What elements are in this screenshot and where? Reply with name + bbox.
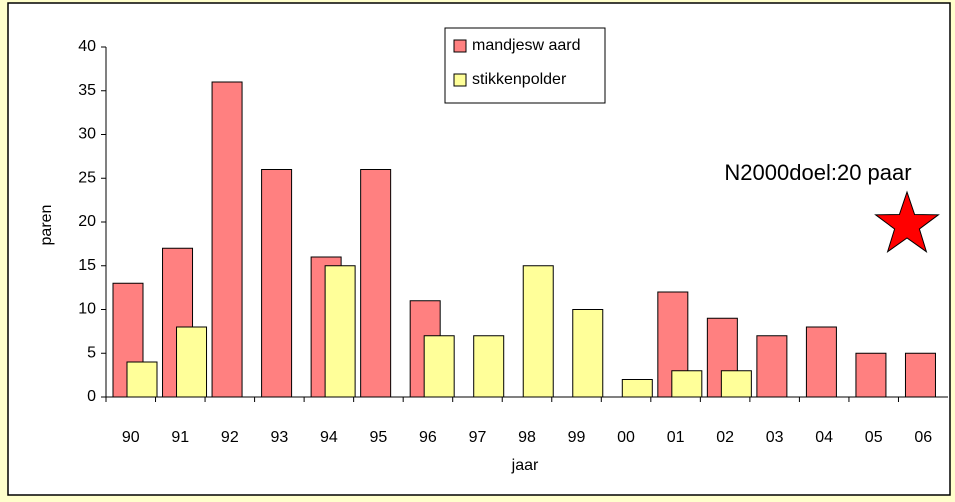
legend-swatch — [453, 73, 467, 87]
bar — [473, 335, 505, 398]
x-tick-label: 05 — [865, 429, 883, 446]
bar — [805, 326, 837, 398]
legend-box — [444, 27, 606, 104]
bar — [324, 265, 356, 398]
bar — [720, 370, 752, 398]
x-tick-label: 96 — [419, 429, 437, 446]
y-tick-label: 35 — [78, 82, 96, 99]
y-tick-label: 5 — [87, 344, 96, 361]
x-tick-label: 92 — [221, 429, 239, 446]
y-tick-label: 20 — [78, 213, 96, 230]
x-tick-label: 03 — [766, 429, 784, 446]
bar — [671, 370, 703, 398]
y-tick-label: 25 — [78, 169, 96, 186]
y-tick-label: 30 — [78, 126, 96, 143]
bar — [423, 335, 455, 398]
x-tick-label: 02 — [716, 429, 734, 446]
bar — [211, 81, 243, 398]
bar — [176, 326, 208, 398]
x-tick-label: 93 — [270, 429, 288, 446]
legend-label: stikkenpolder — [472, 71, 567, 88]
bar — [621, 379, 653, 398]
target-star — [874, 190, 940, 253]
bar — [756, 335, 788, 398]
legend-label: mandjesw aard — [472, 37, 581, 54]
x-tick-label: 99 — [568, 429, 586, 446]
legend-swatch — [453, 39, 467, 53]
x-tick-label: 95 — [370, 429, 388, 446]
x-tick-label: 04 — [815, 429, 833, 446]
y-axis-label: paren — [38, 205, 55, 246]
bar — [360, 169, 392, 398]
bar — [904, 352, 936, 398]
x-tick-label: 90 — [122, 429, 140, 446]
x-tick-label: 98 — [518, 429, 536, 446]
bar — [522, 265, 554, 398]
y-tick-label: 10 — [78, 301, 96, 318]
y-tick-label: 40 — [78, 38, 96, 55]
x-tick-label: 06 — [914, 429, 932, 446]
x-tick-label: 97 — [469, 429, 487, 446]
x-tick-label: 91 — [171, 429, 189, 446]
x-axis-label: jaar — [511, 457, 539, 474]
y-tick-label: 0 — [87, 388, 96, 405]
x-tick-label: 01 — [667, 429, 685, 446]
bar — [261, 169, 293, 398]
annotation: N2000doel:20 paar — [724, 160, 911, 185]
bar — [572, 309, 604, 398]
x-tick-label: 94 — [320, 429, 338, 446]
bar — [126, 361, 158, 398]
y-tick-label: 15 — [78, 257, 96, 274]
bar — [855, 352, 887, 398]
x-tick-label: 00 — [617, 429, 635, 446]
